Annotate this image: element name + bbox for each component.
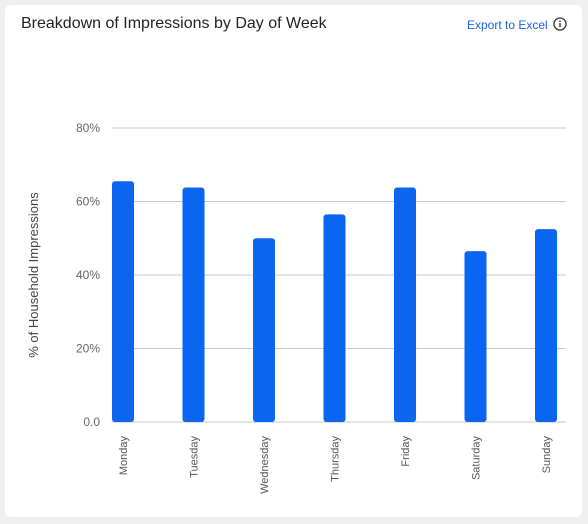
x-tick-label: Wednesday xyxy=(259,436,271,494)
card-title: Breakdown of Impressions by Day of Week xyxy=(21,15,327,32)
x-tick-label: Friday xyxy=(400,436,412,467)
bar-monday[interactable] xyxy=(112,181,134,422)
y-tick-label: 60% xyxy=(76,195,100,209)
x-axis-ticks: Monday Tuesday Wednesday Thursday Friday Satu… xyxy=(118,436,553,494)
x-tick-label: Monday xyxy=(118,436,130,476)
bar-tuesday[interactable] xyxy=(182,187,205,422)
x-tick-label: Saturday xyxy=(471,436,483,481)
y-tick-label: 20% xyxy=(76,342,100,356)
bar-thursday[interactable] xyxy=(323,214,346,422)
export-to-excel-link[interactable]: Export to Excel xyxy=(467,18,548,32)
bar-wednesday[interactable] xyxy=(253,238,275,422)
bars xyxy=(112,181,557,422)
x-tick-label: Thursday xyxy=(330,436,342,482)
info-circle-icon[interactable] xyxy=(553,17,567,31)
y-axis-ticks: 0.0 20% 40% 60% 80% xyxy=(76,121,100,429)
x-tick-label: Sunday xyxy=(541,436,553,474)
bar-saturday[interactable] xyxy=(464,251,487,422)
y-tick-label: 80% xyxy=(76,121,100,135)
bar-friday[interactable] xyxy=(394,187,416,422)
y-axis-title: % of Household Impressions xyxy=(26,192,41,358)
y-tick-label: 40% xyxy=(76,268,100,282)
bar-sunday[interactable] xyxy=(535,229,557,422)
y-tick-label: 0.0 xyxy=(83,415,100,429)
x-tick-label: Tuesday xyxy=(189,436,201,478)
